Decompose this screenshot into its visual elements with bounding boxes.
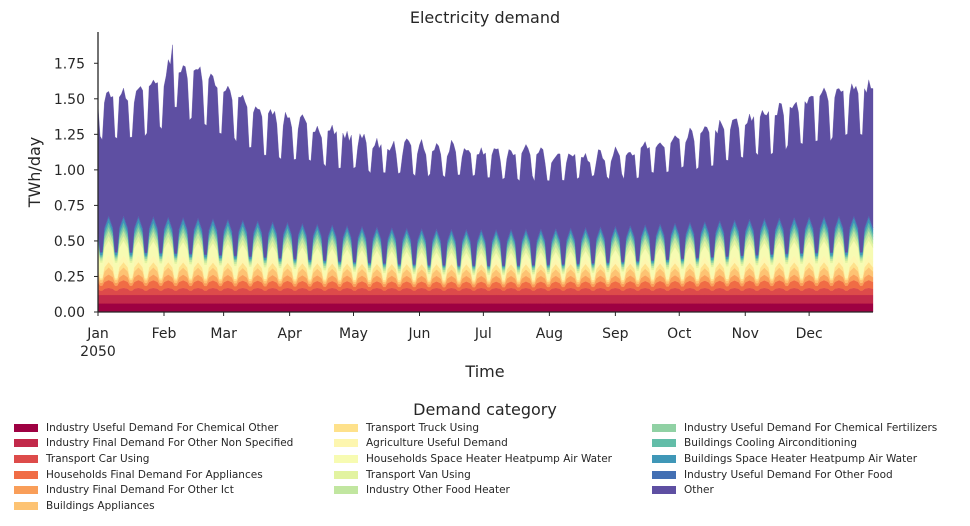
legend-item: Industry Useful Demand For Chemical Othe… (14, 420, 293, 436)
legend-swatch (652, 486, 676, 495)
legend-swatch (14, 454, 38, 463)
y-tick-label: 0.25 (54, 269, 85, 285)
legend-item: Other (652, 482, 937, 498)
y-tick-label: 0.50 (54, 234, 85, 250)
legend-item: Industry Final Demand For Other Ict (14, 482, 293, 498)
legend-title: Demand category (413, 400, 557, 419)
legend-swatch (14, 486, 38, 495)
x-tick-label: May (339, 326, 368, 342)
y-tick-label: 1.25 (54, 127, 85, 143)
legend-item: Industry Useful Demand For Other Food (652, 467, 937, 483)
x-tick-label: Jul (474, 326, 492, 342)
area-series-other (97, 44, 874, 266)
x-tick-label: Jan (86, 326, 109, 342)
x-tick-label: Sep (602, 326, 629, 342)
x-tick-label: Dec (796, 326, 823, 342)
x-tick-label: Feb (152, 326, 177, 342)
legend-swatch (14, 501, 38, 510)
legend-swatch (652, 423, 676, 432)
legend-label: Buildings Cooling Airconditioning (684, 437, 858, 450)
legend-item: Buildings Space Heater Heatpump Air Wate… (652, 451, 937, 467)
legend-swatch (14, 470, 38, 479)
legend-column: Industry Useful Demand For Chemical Othe… (14, 420, 293, 514)
legend-label: Transport Truck Using (366, 421, 480, 434)
legend-item: Agriculture Useful Demand (334, 436, 612, 452)
legend-swatch (652, 454, 676, 463)
area-series-industry-final-demand-for-other-non-specified (97, 294, 874, 304)
legend-label: Buildings Appliances (46, 499, 155, 512)
legend-swatch (334, 454, 358, 463)
y-tick-label: 0.00 (54, 305, 85, 321)
legend-item: Industry Useful Demand For Chemical Fert… (652, 420, 937, 436)
legend-item: Households Space Heater Heatpump Air Wat… (334, 451, 612, 467)
legend-swatch (652, 439, 676, 448)
legend: Demand category Industry Useful Demand F… (0, 398, 970, 526)
legend-swatch (334, 486, 358, 495)
legend-label: Households Final Demand For Appliances (46, 468, 263, 481)
legend-label: Buildings Space Heater Heatpump Air Wate… (684, 452, 918, 465)
legend-swatch (334, 439, 358, 448)
legend-label: Industry Other Food Heater (366, 484, 510, 497)
x-tick-label: Oct (667, 326, 692, 342)
electricity-demand-chart: Electricity demand 0.00 0.25 0.50 0.75 1.00 1… (25, 8, 874, 381)
legend-label: Industry Final Demand For Other Non Spec… (46, 437, 294, 450)
area-series-industry-useful-demand-for-chemical-other (97, 303, 874, 313)
legend-label: Transport Car Using (46, 452, 150, 465)
legend-item: Industry Final Demand For Other Non Spec… (14, 436, 293, 452)
legend-item: Transport Truck Using (334, 420, 612, 436)
y-tick-label: 1.00 (54, 163, 85, 179)
x-tick-label: Jun (408, 326, 431, 342)
x-tick-label: Mar (210, 326, 237, 342)
y-tick-label: 1.50 (54, 92, 85, 108)
legend-column: Industry Useful Demand For Chemical Fert… (652, 420, 937, 498)
x-tick-label: Apr (278, 326, 302, 342)
legend-swatch (652, 470, 676, 479)
x-axis-year-label: 2050 (80, 344, 116, 360)
legend-label: Industry Useful Demand For Other Food (684, 468, 893, 481)
legend-label: Other (684, 484, 714, 497)
legend-item: Buildings Cooling Airconditioning (652, 436, 937, 452)
legend-label: Industry Final Demand For Other Ict (46, 484, 234, 497)
x-tick-label: Nov (732, 326, 759, 342)
stacked-areas (97, 44, 874, 313)
y-tick-label: 1.75 (54, 56, 85, 72)
y-tick-label: 0.75 (54, 198, 85, 214)
legend-item: Industry Other Food Heater (334, 482, 612, 498)
legend-label: Transport Van Using (366, 468, 471, 481)
x-axis-label: Time (464, 362, 504, 381)
x-tick-label: Aug (536, 326, 563, 342)
legend-label: Households Space Heater Heatpump Air Wat… (366, 452, 612, 465)
y-axis-ticks: 0.00 0.25 0.50 0.75 1.00 1.25 1.50 1.75 (54, 56, 98, 321)
x-axis-ticks: Jan Feb Mar Apr May Jun Jul Aug Sep Oct Nov Dec (86, 312, 823, 342)
legend-item: Households Final Demand For Appliances (14, 467, 293, 483)
legend-label: Industry Useful Demand For Chemical Othe… (46, 421, 279, 434)
legend-swatch (334, 470, 358, 479)
legend-item: Buildings Appliances (14, 498, 293, 514)
legend-item: Transport Car Using (14, 451, 293, 467)
chart-title: Electricity demand (410, 8, 560, 27)
legend-label: Agriculture Useful Demand (366, 437, 508, 450)
legend-label: Industry Useful Demand For Chemical Fert… (684, 421, 938, 434)
legend-swatch (334, 423, 358, 432)
legend-swatch (14, 439, 38, 448)
legend-swatch (14, 423, 38, 432)
legend-item: Transport Van Using (334, 467, 612, 483)
y-axis-label: TWh/day (25, 137, 44, 209)
legend-column: Transport Truck Using Agriculture Useful … (334, 420, 612, 498)
